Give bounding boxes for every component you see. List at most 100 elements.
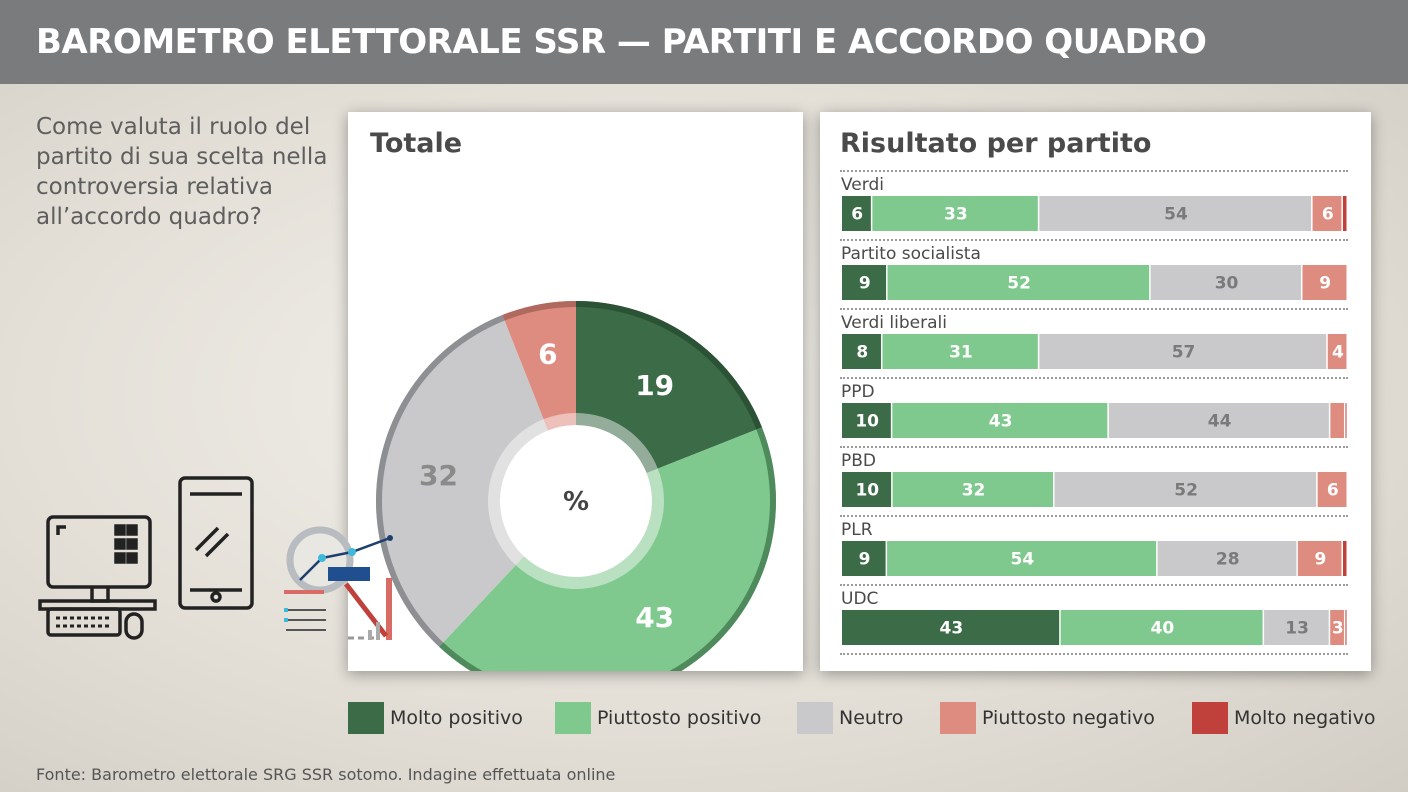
bar-value-label: 52 bbox=[1174, 481, 1198, 501]
bar-value-label: 6 bbox=[1327, 481, 1339, 501]
bar-segment bbox=[842, 403, 891, 438]
legend-label: Piuttosto positivo bbox=[597, 707, 762, 729]
stacked-bar-chart: 6 33 54 6 9 52 30 9 8 31 57 4 10 43 44 10 32 52 6 9 54 28 9 43 4… bbox=[842, 196, 1347, 645]
legend-item-molto-positivo: Molto positivo bbox=[348, 702, 523, 734]
bar-segment bbox=[1108, 403, 1329, 438]
bar-value-label: 4 bbox=[1332, 343, 1344, 363]
bar-segment bbox=[1327, 334, 1347, 369]
bar-value-label: 54 bbox=[1011, 550, 1035, 570]
page-title: BAROMETRO ELETTORALE SSR — PARTITI E ACC… bbox=[36, 22, 1207, 62]
bar-segment bbox=[1060, 610, 1263, 645]
row-separator bbox=[840, 308, 1348, 310]
donut-slice bbox=[376, 315, 549, 647]
legend-swatch bbox=[797, 702, 833, 734]
party-name: Partito socialista bbox=[841, 244, 981, 264]
donut-slice bbox=[502, 301, 576, 431]
row-separator bbox=[840, 515, 1348, 517]
party-name: PLR bbox=[841, 520, 873, 540]
header-bar: BAROMETRO ELETTORALE SSR — PARTITI E ACC… bbox=[0, 0, 1408, 84]
bar-segment bbox=[1312, 196, 1342, 231]
bar-segment bbox=[892, 403, 1108, 438]
bar-segment bbox=[842, 541, 886, 576]
bar-value-label: 32 bbox=[962, 481, 986, 501]
donut-slice-rim bbox=[376, 315, 505, 647]
donut-slice bbox=[439, 427, 776, 671]
legend-item-molto-negativo: Molto negativo bbox=[1192, 702, 1375, 734]
bar-segment bbox=[1345, 610, 1347, 645]
donut-center-label: % bbox=[563, 487, 589, 517]
party-name: PBD bbox=[841, 451, 877, 471]
bar-segment bbox=[842, 472, 892, 507]
bar-segment bbox=[872, 196, 1038, 231]
donut-chart: 19 43 32 6% bbox=[376, 301, 776, 671]
bar-value-label: 54 bbox=[1164, 205, 1188, 225]
donut-slice-rim bbox=[576, 301, 762, 430]
bar-segment bbox=[1039, 334, 1327, 369]
bar-value-label: 8 bbox=[856, 343, 868, 363]
row-separator bbox=[840, 377, 1348, 379]
donut-title: Totale bbox=[370, 128, 463, 159]
party-panel: Risultato per partito 6 33 54 6 9 52 30 9 8 31 57 4… bbox=[820, 112, 1371, 671]
row-separator bbox=[840, 584, 1348, 586]
party-name: Verdi bbox=[841, 175, 884, 195]
bar-value-label: 43 bbox=[940, 619, 964, 639]
legend: Molto positivo Piuttosto positivo Neutro… bbox=[0, 702, 1408, 736]
party-name: UDC bbox=[841, 589, 879, 609]
survey-question: Come valuta il ruolo del partito di sua … bbox=[36, 114, 328, 230]
donut-slice bbox=[576, 301, 762, 474]
bar-segment bbox=[1330, 610, 1344, 645]
bar-value-label: 6 bbox=[851, 205, 863, 225]
donut-slice-label: 19 bbox=[635, 369, 674, 402]
magnifier-chart-icon bbox=[284, 526, 393, 640]
desktop-computer-icon bbox=[38, 515, 157, 640]
bar-value-label: 6 bbox=[1322, 205, 1334, 225]
legend-item-piuttosto-positivo: Piuttosto positivo bbox=[555, 702, 761, 734]
bar-segment bbox=[1345, 403, 1347, 438]
bar-value-label: 13 bbox=[1285, 619, 1309, 639]
bar-value-label: 52 bbox=[1007, 274, 1031, 294]
legend-label: Molto positivo bbox=[390, 707, 523, 729]
bar-segment bbox=[842, 265, 887, 300]
source-note: Fonte: Barometro elettorale SRG SSR soto… bbox=[36, 765, 616, 784]
bar-segment bbox=[1297, 541, 1342, 576]
bar-segment bbox=[887, 541, 1157, 576]
legend-swatch bbox=[1192, 702, 1228, 734]
bar-value-label: 43 bbox=[989, 412, 1013, 432]
bar-segment bbox=[1330, 403, 1344, 438]
bar-value-label: 3 bbox=[1332, 619, 1344, 639]
row-separator bbox=[840, 170, 1348, 172]
bar-value-label: 57 bbox=[1172, 343, 1196, 363]
bar-segment bbox=[842, 610, 1060, 645]
donut-slice-inner-band bbox=[488, 419, 549, 566]
donut-slice-rim bbox=[502, 301, 576, 321]
donut-hole bbox=[502, 427, 650, 575]
legend-swatch bbox=[348, 702, 384, 734]
bars-title: Risultato per partito bbox=[840, 128, 1152, 159]
bar-value-label: 9 bbox=[1315, 550, 1327, 570]
legend-label: Molto negativo bbox=[1234, 707, 1376, 729]
bar-value-label: 30 bbox=[1215, 274, 1239, 294]
bar-value-label: 9 bbox=[1319, 274, 1331, 294]
donut-slice-inner-band bbox=[543, 413, 576, 431]
donut-slice-label: 6 bbox=[538, 338, 557, 371]
row-separator bbox=[840, 239, 1348, 241]
bar-value-label: 44 bbox=[1208, 412, 1232, 432]
row-separator bbox=[840, 446, 1348, 448]
bar-segment bbox=[842, 196, 871, 231]
bar-segment bbox=[1264, 610, 1329, 645]
legend-swatch bbox=[940, 702, 976, 734]
legend-item-neutro: Neutro bbox=[797, 702, 903, 734]
legend-label: Neutro bbox=[839, 707, 904, 729]
donut-slice-label: 32 bbox=[419, 459, 458, 492]
bar-value-label: 10 bbox=[855, 481, 879, 501]
bar-value-label: 28 bbox=[1216, 550, 1240, 570]
bar-segment bbox=[1302, 265, 1347, 300]
bar-value-label: 9 bbox=[859, 274, 871, 294]
party-name: PPD bbox=[841, 382, 875, 402]
bar-value-label: 33 bbox=[944, 205, 968, 225]
bar-segment bbox=[1039, 196, 1312, 231]
total-panel: Totale 19 43 32 6% bbox=[348, 112, 803, 671]
donut-slice-inner-band bbox=[576, 413, 658, 474]
row-separator bbox=[840, 653, 1348, 655]
bar-segment bbox=[1054, 472, 1317, 507]
